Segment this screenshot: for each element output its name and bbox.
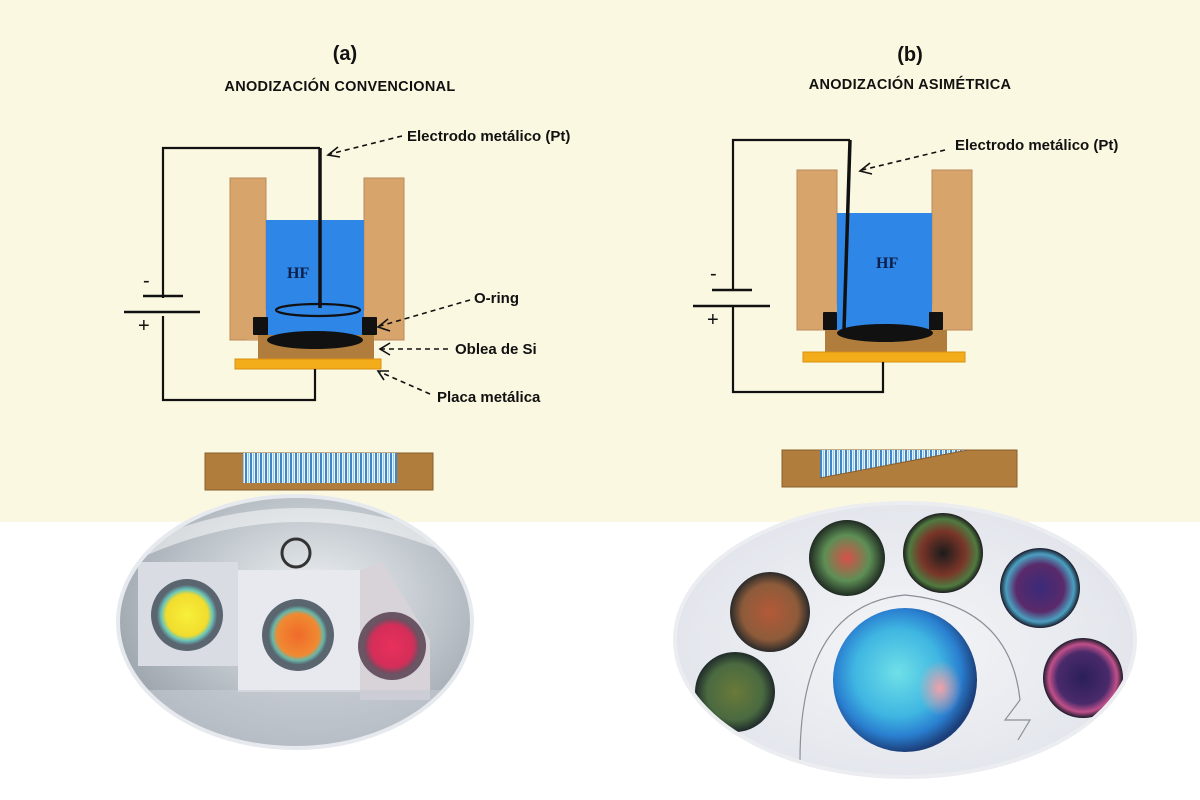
callout-line-oring — [379, 299, 471, 327]
panel-a: (a) ANODIZACIÓN CONVENCIONAL HF - — [116, 43, 570, 750]
porous-cross-section-uniform — [204, 452, 434, 491]
hf-electrolyte-b: HF — [837, 213, 932, 330]
circuit-wire-bottom — [161, 316, 317, 402]
battery-minus-sign-b: - — [710, 263, 717, 285]
o-ring-seal-right-b — [929, 312, 943, 330]
anodized-area-b — [837, 324, 933, 342]
hf-label: HF — [287, 265, 309, 282]
panel-a-letter: (a) — [333, 43, 357, 65]
panel-a-title: ANODIZACIÓN CONVENCIONAL — [224, 77, 455, 95]
callout-line-electrode — [329, 135, 403, 155]
o-ring — [274, 302, 362, 318]
porous-cross-section-gradient — [781, 449, 1018, 488]
callout-wafer: Oblea de Si — [455, 341, 537, 358]
o-ring-seal-left-b — [823, 312, 837, 330]
hf-electrolyte: HF — [264, 220, 366, 340]
battery-plus-sign-b: + — [707, 309, 719, 331]
battery-minus-sign: - — [143, 270, 150, 292]
background-top — [0, 0, 1200, 522]
o-ring-seal-left — [253, 317, 268, 335]
callout-line-plate — [379, 371, 431, 395]
callout-electrode-b: Electrodo metálico (Pt) — [955, 137, 1118, 154]
panel-b-title: ANODIZACIÓN ASIMÉTRICA — [809, 75, 1012, 93]
anodized-area — [267, 331, 363, 349]
sample-photo-b — [673, 501, 1137, 779]
metal-plate — [234, 358, 382, 370]
callout-plate: Placa metálica — [437, 389, 541, 406]
o-ring-seal-right — [362, 317, 377, 335]
battery-plus-sign: + — [138, 315, 150, 337]
circuit-wire — [161, 146, 320, 298]
callout-oring: O-ring — [474, 290, 519, 307]
hf-label-b: HF — [876, 255, 898, 272]
pt-electrode-b — [842, 139, 852, 331]
panel-b-letter: (b) — [897, 44, 923, 66]
panel-b: (b) ANODIZACIÓN ASIMÉTRICA HF - + Electr… — [673, 44, 1137, 779]
circuit-wire-bottom-b — [731, 306, 885, 394]
circuit-wire-b — [731, 138, 850, 289]
metal-plate-b — [802, 351, 966, 363]
callout-electrode: Electrodo metálico (Pt) — [407, 128, 570, 145]
sample-photo-a — [116, 494, 474, 750]
